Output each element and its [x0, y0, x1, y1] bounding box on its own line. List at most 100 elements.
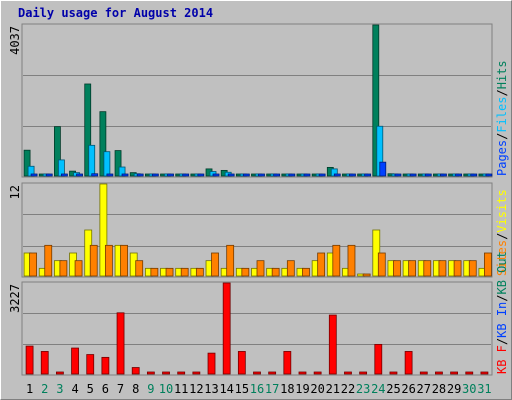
- bar-sites-day-3: [59, 260, 68, 277]
- bar-kb_f-day-1: [25, 345, 34, 375]
- right-label-part: Visits: [495, 189, 509, 232]
- panel-kb: [21, 281, 493, 376]
- bar-kb_f-day-16: [253, 371, 261, 375]
- bar-pages-day-10: [167, 173, 174, 177]
- bar-pages-day-26: [409, 173, 417, 177]
- bar-pages-day-12: [197, 173, 205, 177]
- x-tick-label-3: 3: [56, 382, 63, 396]
- bar-pages-day-5: [91, 173, 99, 177]
- bar-files-day-6: [103, 151, 111, 177]
- x-tick-label-8: 8: [132, 382, 139, 396]
- bar-kb_f-day-19: [298, 371, 307, 375]
- bar-pages-day-18: [288, 173, 296, 177]
- bar-kb_f-day-10: [162, 371, 170, 375]
- bar-pages-day-9: [151, 173, 159, 177]
- bar-kb_f-day-23: [359, 371, 368, 375]
- bar-kb_f-day-29: [450, 371, 458, 375]
- right-label-part: /: [495, 89, 509, 96]
- right-label-part: Sites: [495, 240, 509, 276]
- bar-pages-day-22: [349, 173, 356, 177]
- bar-sites-day-1: [29, 252, 37, 277]
- bar-pages-day-6: [106, 173, 114, 177]
- bar-pages-day-15: [242, 173, 250, 177]
- bar-pages-day-8: [136, 173, 144, 177]
- x-tick-label-7: 7: [117, 382, 124, 396]
- bar-kb_f-day-25: [389, 371, 398, 375]
- bar-hits-day-5: [84, 83, 92, 177]
- x-tick-label-20: 20: [310, 382, 324, 396]
- right-label-part: KB In: [495, 302, 509, 338]
- bar-sites-day-14: [226, 244, 235, 277]
- bar-kb_f-day-27: [419, 371, 428, 375]
- bar-kb_f-day-2: [40, 351, 49, 375]
- bar-pages-day-13: [212, 173, 220, 177]
- x-tick-label-11: 11: [174, 382, 188, 396]
- bar-kb_f-day-12: [192, 371, 201, 375]
- bar-sites-day-28: [438, 260, 447, 277]
- bar-files-day-3: [58, 159, 65, 177]
- bar-sites-day-29: [453, 260, 462, 277]
- right-axis-label: KB F/KB In/KB Out: [495, 251, 509, 374]
- x-tick-label-18: 18: [280, 382, 294, 396]
- right-axis-label: Sites/Visits: [495, 189, 509, 276]
- x-tick-label-25: 25: [386, 382, 400, 396]
- bar-kb_f-day-8: [131, 367, 140, 375]
- bar-sites-day-8: [135, 260, 144, 277]
- right-label-part: Hits: [495, 60, 509, 89]
- bar-hits-day-3: [54, 126, 61, 177]
- x-tick-label-2: 2: [41, 382, 48, 396]
- y-max-label: 12: [8, 185, 22, 199]
- x-tick-label-31: 31: [477, 382, 491, 396]
- bar-pages-day-30: [470, 173, 478, 177]
- bar-sites-day-22: [347, 244, 356, 277]
- x-tick-label-16: 16: [250, 382, 264, 396]
- bar-visits-day-6: [99, 183, 108, 277]
- right-label-part: /: [495, 295, 509, 302]
- bar-sites-day-6: [104, 244, 113, 277]
- x-tick-label-22: 22: [341, 382, 355, 396]
- bar-sites-day-5: [89, 244, 98, 277]
- bar-kb_f-day-24: [374, 343, 383, 375]
- bar-sites-day-18: [286, 260, 295, 277]
- bar-sites-day-12: [195, 267, 204, 277]
- bar-kb_f-day-17: [268, 371, 277, 375]
- x-tick-label-6: 6: [102, 382, 109, 396]
- x-tick-label-10: 10: [159, 382, 173, 396]
- x-tick-label-29: 29: [447, 382, 461, 396]
- bar-sites-day-27: [423, 260, 432, 277]
- x-tick-label-24: 24: [371, 382, 385, 396]
- bar-pages-day-21: [333, 173, 341, 177]
- bar-sites-day-15: [241, 267, 250, 277]
- bar-kb_f-day-28: [435, 371, 443, 375]
- bar-files-day-5: [88, 144, 96, 177]
- x-tick-label-28: 28: [432, 382, 446, 396]
- x-tick-label-12: 12: [189, 382, 203, 396]
- bar-sites-day-21: [332, 244, 341, 277]
- x-tick-label-4: 4: [71, 382, 78, 396]
- bar-kb_f-day-9: [146, 371, 155, 375]
- bar-pages-day-25: [394, 173, 402, 177]
- x-tick-label-26: 26: [401, 382, 415, 396]
- bar-pages-day-19: [303, 173, 311, 177]
- bar-kb_f-day-30: [465, 371, 474, 375]
- bar-hits-day-6: [99, 111, 107, 177]
- bar-pages-day-29: [455, 173, 462, 177]
- right-label-part: KB F: [495, 345, 509, 374]
- bar-sites-day-13: [211, 252, 219, 277]
- bar-sites-day-9: [150, 267, 159, 277]
- bar-hits-day-24: [372, 24, 380, 177]
- bar-sites-day-17: [271, 267, 280, 277]
- right-label-part: KB Out: [495, 251, 509, 294]
- bar-pages-day-11: [182, 173, 190, 177]
- bar-sites-day-23: [362, 273, 371, 277]
- bar-pages-day-3: [61, 173, 68, 177]
- bar-kb_f-day-4: [71, 347, 79, 375]
- x-tick-label-9: 9: [147, 382, 154, 396]
- bar-sites-day-19: [302, 267, 310, 277]
- bar-sites-day-24: [377, 252, 386, 277]
- bar-sites-day-16: [256, 260, 265, 277]
- bar-pages-day-16: [258, 173, 265, 177]
- x-tick-label-19: 19: [295, 382, 309, 396]
- bar-kb_f-day-5: [86, 354, 95, 375]
- x-tick-label-1: 1: [26, 382, 33, 396]
